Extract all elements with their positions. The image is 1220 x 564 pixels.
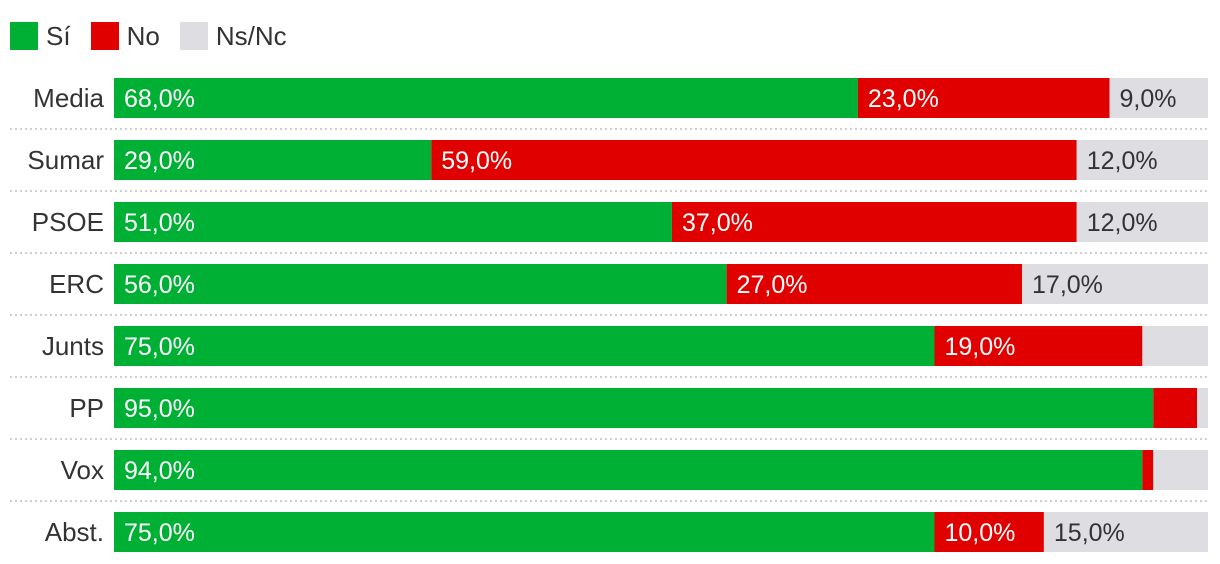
value-label-sumar-no: 59,0% [441,147,512,175]
value-label-vox-si: 94,0% [124,457,195,485]
value-label-junts-no: 19,0% [945,333,1016,361]
bar-erc-no [726,264,1023,304]
bar-media-no [857,78,1110,118]
category-label-pp: PP [69,393,104,423]
value-label-abst-no: 10,0% [945,519,1016,547]
bar-psoe-nsnc [1076,202,1208,242]
bar-media-nsnc [1109,78,1208,118]
legend-item-nsnc: Ns/Nc [179,21,287,51]
value-label-erc-no: 27,0% [737,271,808,299]
bar-vox-nsnc [1153,450,1208,490]
value-label-abst-si: 75,0% [124,519,195,547]
legend-label-nsnc: Ns/Nc [215,21,287,51]
legend-label-si: Sí [46,21,71,51]
bar-vox-si [114,450,1143,490]
value-label-sumar-nsnc: 12,0% [1087,147,1158,175]
value-label-media-si: 68,0% [124,85,195,113]
value-label-erc-nsnc: 17,0% [1032,271,1103,299]
category-label-junts: Junts [42,331,104,361]
category-label-media: Media [33,83,104,113]
value-label-psoe-nsnc: 12,0% [1087,209,1158,237]
bar-abst-si [114,512,935,552]
bar-vox-no [1142,450,1154,490]
bar-abst-no [934,512,1044,552]
bar-sumar-no [431,140,1077,180]
legend-item-si: Sí [10,22,71,50]
bar-junts-no [934,326,1143,366]
legend-swatch-no [90,22,119,50]
bar-abst-nsnc [1043,512,1208,552]
bar-sumar-nsnc [1076,140,1208,180]
category-label-psoe: PSOE [32,207,104,237]
value-label-sumar-si: 29,0% [124,147,195,175]
bar-erc-nsnc [1022,264,1208,304]
legend-label-no: No [126,21,160,51]
value-label-erc-si: 56,0% [124,271,195,299]
legend-swatch-si [10,22,38,50]
bar-media-si [114,78,858,118]
bar-pp-nsnc [1197,388,1208,428]
category-label-erc: ERC [49,269,104,299]
bar-sumar-si [114,140,432,180]
bar-pp-no [1153,388,1198,428]
value-label-media-nsnc: 9,0% [1120,85,1177,113]
value-label-pp-si: 95,0% [124,395,195,423]
bar-psoe-si [114,202,672,242]
bar-junts-nsnc [1142,326,1208,366]
legend-item-no: No [90,21,160,51]
bar-junts-si [114,326,935,366]
value-label-psoe-no: 37,0% [682,209,753,237]
value-label-junts-si: 75,0% [124,333,195,361]
category-label-abst: Abst. [45,517,104,547]
category-label-vox: Vox [61,455,104,485]
value-label-psoe-si: 51,0% [124,209,195,237]
category-label-sumar: Sumar [27,145,104,175]
bar-psoe-no [671,202,1077,242]
value-label-media-no: 23,0% [868,85,939,113]
bar-erc-si [114,264,727,304]
legend: Sí No Ns/Nc [10,20,307,52]
bar-pp-si [114,388,1154,428]
value-label-abst-nsnc: 15,0% [1054,519,1125,547]
legend-swatch-nsnc [179,22,208,50]
